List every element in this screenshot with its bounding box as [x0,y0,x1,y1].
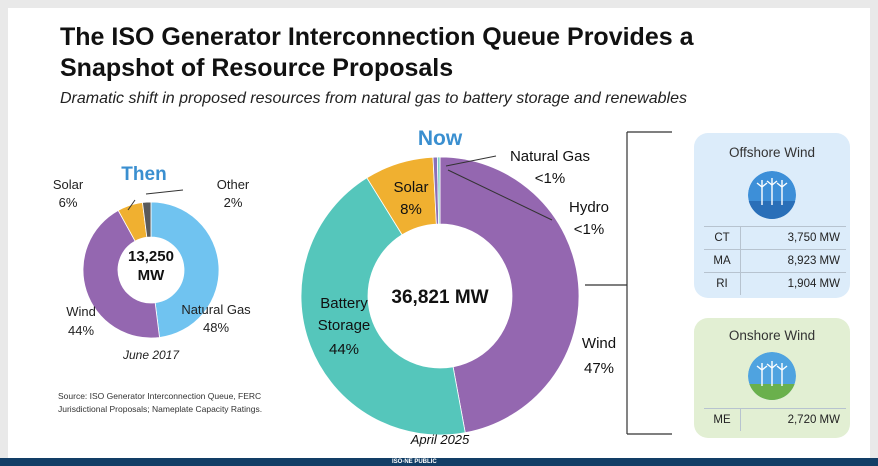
now-value-natural-gas: <1% [535,170,565,187]
then-leader-other [145,189,184,195]
now-label-solar: Solar [393,179,428,196]
footer-bar [0,458,878,466]
then-value-solar: 6% [59,195,78,210]
source-note: Source: ISO Generator Interconnection Qu… [58,390,358,416]
now-label-natural-gas: Natural Gas [510,148,590,165]
now-label-battery-line2: Storage [318,317,371,334]
table-row: MA 8,923 MW [704,249,846,273]
footer-label: ISO-NE PUBLIC [392,459,437,465]
then-value-natural-gas: 48% [203,320,229,335]
then-label-solar: Solar [53,177,84,192]
state-cell: ME [704,408,741,431]
then-slice-other [142,201,152,238]
then-date: June 2017 [122,348,180,362]
now-center-label: 36,821 MW [391,287,488,308]
now-label-hydro: Hydro [569,199,609,216]
table-row: RI 1,904 MW [704,272,846,295]
then-label-other: Other [217,177,250,192]
now-chart-title: Now [418,127,463,150]
now-leader-hydro [447,169,553,221]
now-slice-wind [439,156,580,434]
title-line-1: The ISO Generator Interconnection Queue … [60,23,694,51]
table-row: CT 3,750 MW [704,226,846,250]
now-slice-hydro [436,156,441,225]
then-leader-solar [127,199,136,211]
state-cell: CT [704,226,741,250]
mw-cell: 1,904 MW [740,272,846,295]
offshore-wind-card: Offshore Wind CT 3,750 MW MA 8,923 MW [694,133,850,298]
onshore-wind-icon [748,352,796,400]
onshore-wind-table: ME 2,720 MW [704,408,846,431]
donut-charts: Then 13,250 MW June 2017 Solar 6% Other … [53,127,672,447]
offshore-wind-title: Offshore Wind [728,145,816,160]
table-row: ME 2,720 MW [704,408,846,431]
then-label-wind: Wind [66,304,96,319]
then-value-other: 2% [224,195,243,210]
then-label-natural-gas: Natural Gas [181,302,251,317]
now-value-hydro: <1% [574,221,604,238]
mw-cell: 3,750 MW [740,226,846,250]
wind-bracket [585,131,672,435]
source-line-1: Source: ISO Generator Interconnection Qu… [58,391,262,401]
then-chart-title: Then [121,164,166,185]
offshore-wind-icon [748,171,796,219]
offshore-wind-table: CT 3,750 MW MA 8,923 MW RI 1,904 MW [704,226,846,295]
state-cell: RI [704,272,741,295]
onshore-wind-title: Onshore Wind [728,328,816,343]
then-slice-natural-gas [150,201,220,338]
now-label-battery-line1: Battery [320,295,368,312]
then-center-unit: MW [138,267,165,284]
now-leader-natural-gas [445,155,497,167]
then-value-wind: 44% [68,323,94,338]
now-slice-battery-storage [300,177,466,436]
now-value-wind: 47% [584,360,614,377]
now-value-solar: 8% [400,201,422,218]
onshore-wind-card: Onshore Wind ME 2,720 MW [694,318,850,438]
now-value-battery: 44% [329,341,359,358]
slide: The ISO Generator Interconnection Queue … [8,8,870,458]
now-label-wind: Wind [582,335,616,352]
state-cell: MA [704,249,741,273]
source-line-2: Jurisdictional Proposals; Nameplate Capa… [58,404,263,414]
now-date: April 2025 [410,432,470,447]
mw-cell: 2,720 MW [740,408,846,431]
mw-cell: 8,923 MW [740,249,846,273]
then-center-value: 13,250 [128,248,174,265]
slide-subtitle: Dramatic shift in proposed resources fro… [60,90,687,107]
title-line-2: Snapshot of Resource Proposals [60,54,454,82]
slide-title: The ISO Generator Interconnection Queue … [60,22,840,84]
then-slice-wind [82,209,160,339]
